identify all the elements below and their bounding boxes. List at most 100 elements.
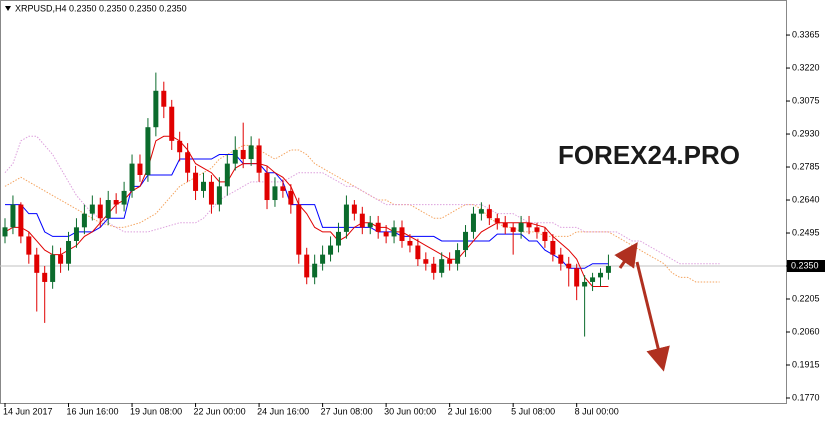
candle-body [185, 152, 191, 173]
candle-body [320, 254, 326, 264]
candle-body [256, 145, 262, 173]
candle-body [248, 145, 254, 160]
candle-body [81, 213, 87, 228]
y-tick-label: 0.2785 [792, 161, 820, 171]
candle-body [478, 209, 484, 214]
x-tick-label: 22 Jun 00:00 [194, 406, 246, 416]
x-tick-label: 19 Jun 08:00 [130, 406, 182, 416]
candle-body [201, 181, 206, 191]
candle-body [574, 268, 580, 287]
x-tick-label: 2 Jul 16:00 [448, 406, 492, 416]
candle-body [280, 186, 286, 191]
candle-body [97, 204, 103, 219]
candle-body [343, 204, 349, 232]
candle-body [34, 254, 40, 273]
candle-body [73, 227, 79, 241]
candle-body [494, 218, 500, 223]
candle-body [113, 200, 119, 205]
candle-body [455, 250, 461, 264]
candle-body [407, 240, 413, 246]
candle-body [161, 90, 167, 107]
candle-body [304, 254, 310, 278]
candle-body [208, 181, 214, 205]
candle-body [224, 163, 230, 187]
y-tick-label: 0.2060 [792, 326, 820, 336]
candle-body [232, 149, 238, 164]
candle-body [590, 277, 596, 282]
candle-body [18, 204, 24, 237]
candle-body [121, 190, 127, 205]
candle-body [335, 231, 341, 246]
candle-body [367, 222, 373, 228]
chart-title: XRPUSD,H4 0.2350 0.2350 0.2350 0.2350 [15, 3, 187, 13]
candle-body [58, 254, 64, 264]
candle-body [153, 90, 159, 128]
candle-body [193, 172, 199, 191]
y-tick-label: 0.1915 [792, 359, 820, 369]
candle-body [359, 213, 365, 228]
candle-body [582, 281, 588, 287]
indicator-line [5, 154, 609, 269]
candle-body [486, 209, 492, 219]
candle-body [439, 259, 445, 273]
candle-body [216, 186, 222, 205]
candle-body [129, 163, 135, 191]
candle-body [431, 263, 437, 273]
x-tick-label: 14 Jun 2017 [3, 406, 53, 416]
candle-body [145, 127, 151, 175]
candle-body [351, 204, 357, 214]
candle-body [605, 266, 611, 273]
y-tick-label: 0.2205 [792, 293, 820, 303]
candle-body [391, 227, 397, 237]
y-tick-label: 0.2640 [792, 194, 820, 204]
candle-body [312, 263, 318, 278]
candle-body [66, 240, 72, 264]
watermark: FOREX24.PRO [558, 140, 740, 170]
candle-body [518, 222, 524, 232]
indicator-line [4, 135, 609, 287]
candle-body [526, 222, 532, 228]
candle-body [423, 259, 429, 264]
candle-body [264, 172, 270, 201]
candle-body [470, 213, 476, 232]
last-price-label: 0.2350 [791, 260, 819, 270]
candle-body [89, 204, 95, 214]
candle-body [550, 240, 556, 255]
candle-body [399, 227, 405, 241]
y-tick-label: 0.1770 [792, 392, 820, 402]
candle-body [50, 254, 56, 282]
candle-body [502, 222, 508, 228]
y-tick-label: 0.3075 [792, 95, 820, 105]
last-price-box [787, 260, 825, 273]
candle-body [558, 254, 564, 264]
x-tick-label: 16 Jun 16:00 [67, 406, 119, 416]
x-tick-label: 27 Jun 08:00 [321, 406, 373, 416]
candle-body [105, 200, 111, 219]
title-marker [5, 6, 11, 11]
candle-body [598, 272, 603, 278]
x-tick-label: 30 Jun 00:00 [384, 406, 436, 416]
candle-body [272, 186, 278, 201]
candle-body [26, 236, 32, 255]
y-tick-label: 0.3220 [792, 62, 820, 72]
candle-body [137, 163, 143, 175]
candle-body [542, 231, 548, 241]
candle-body [42, 272, 48, 282]
candle-body [566, 263, 572, 269]
y-tick-label: 0.2930 [792, 128, 820, 138]
up-arrow [614, 242, 638, 269]
candle-body [2, 227, 8, 237]
x-tick-label: 8 Jul 00:00 [575, 406, 619, 416]
x-tick-label: 5 Jul 08:00 [511, 406, 555, 416]
x-tick-label: 24 Jun 16:00 [257, 406, 309, 416]
candle-body [177, 140, 183, 153]
y-tick-label: 0.2495 [792, 227, 820, 237]
candle-body [296, 204, 302, 255]
candle-body [383, 231, 389, 237]
candle-body [288, 190, 294, 205]
plot-layer [0, 72, 786, 337]
candle-body [240, 149, 246, 160]
candle-body [415, 245, 421, 260]
down-arrow [635, 261, 670, 372]
